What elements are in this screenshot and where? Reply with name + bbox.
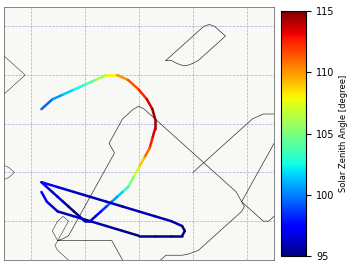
Y-axis label: Solar Zenith Angle [degree]: Solar Zenith Angle [degree] [339, 75, 347, 192]
